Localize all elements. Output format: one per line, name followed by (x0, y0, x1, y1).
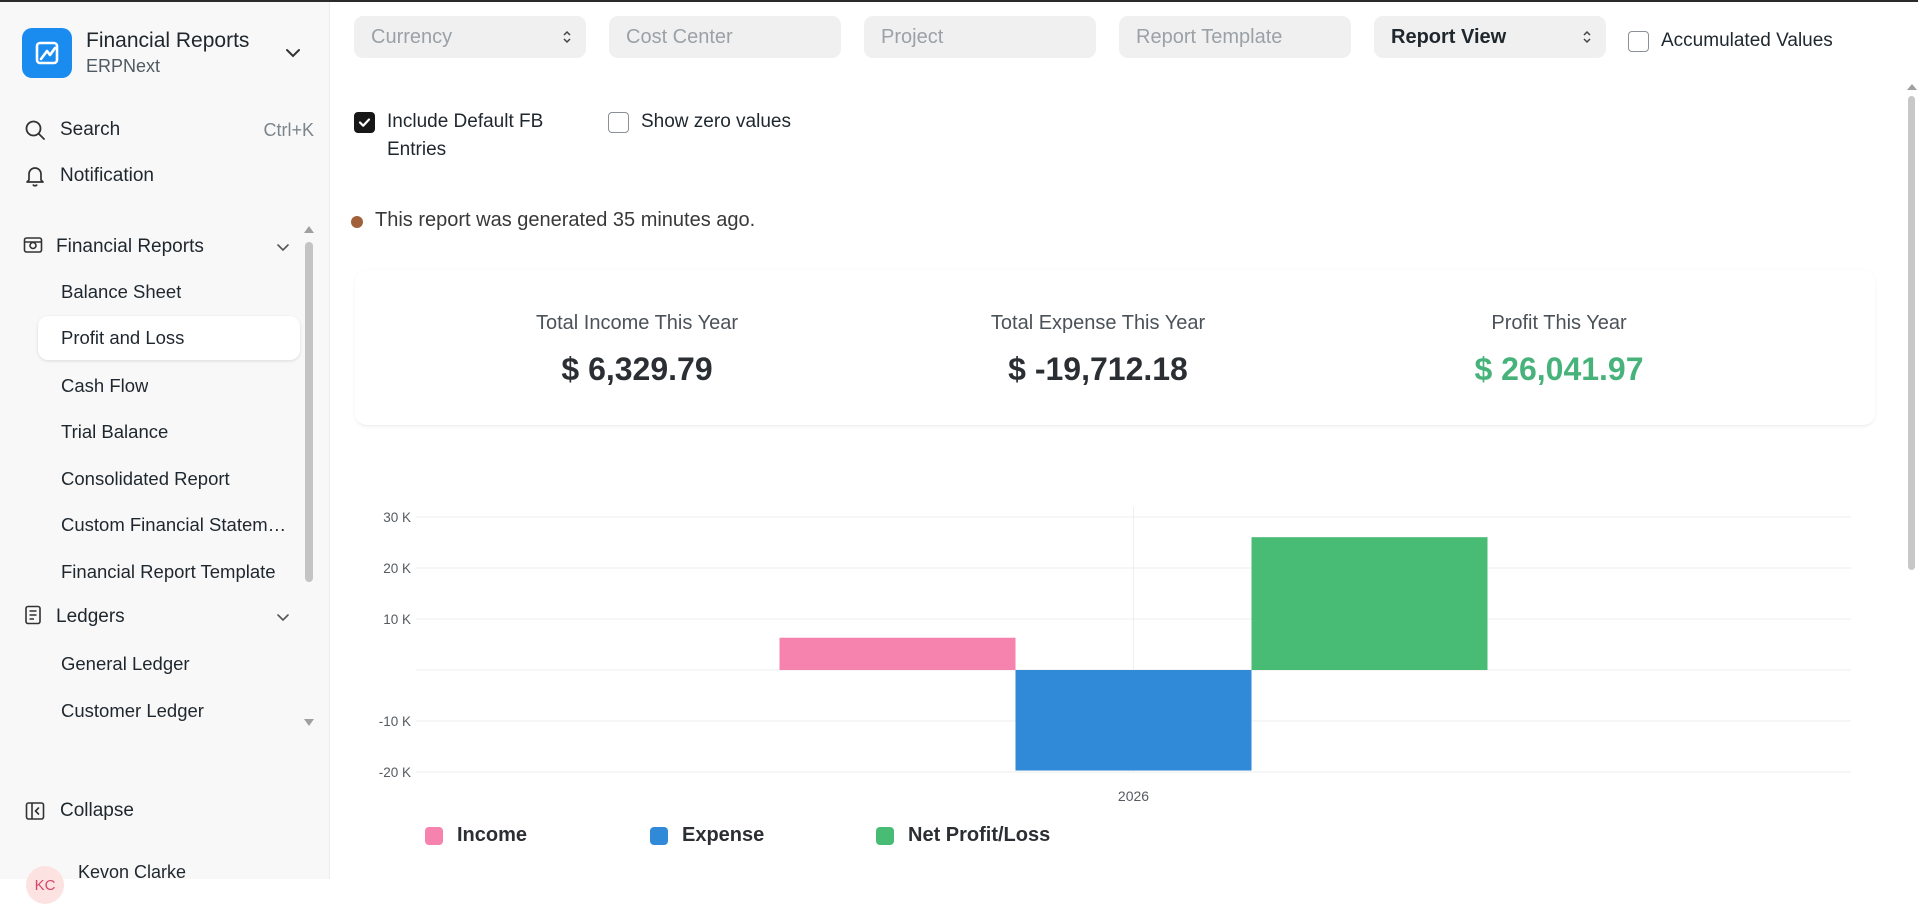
chevron-down-icon (277, 614, 289, 622)
legend-item-net-profit-loss[interactable]: Net Profit/Loss (876, 824, 1050, 847)
x-tick-label: 2026 (1118, 788, 1149, 804)
currency-select[interactable]: Currency (354, 16, 586, 58)
accumulated-values-checkbox[interactable]: Accumulated Values (1628, 30, 1833, 55)
report-template-field[interactable]: Report Template (1119, 16, 1351, 58)
summary-title: Total Expense This Year (990, 312, 1206, 334)
search-button[interactable]: Search Ctrl+K (22, 110, 316, 150)
notification-button[interactable]: Notification (22, 156, 316, 196)
report-group-icon (22, 234, 44, 261)
bar-income (779, 637, 1016, 670)
collapse-button[interactable]: Collapse (22, 791, 316, 831)
select-updown-icon (1583, 30, 1591, 44)
summary-value: $ 26,041.97 (1474, 351, 1644, 387)
app-title: Financial Reports (86, 29, 250, 52)
y-tick-label: -10 K (379, 714, 411, 729)
chevron-down-icon (286, 49, 300, 58)
sidebar-item-customer-ledger[interactable]: Customer Ledger (61, 700, 204, 721)
collapse-sidebar-icon (22, 798, 48, 824)
bell-icon (22, 163, 48, 189)
notification-label: Notification (60, 165, 154, 186)
checkbox-box[interactable] (608, 112, 629, 133)
sidebar-scroll-down-arrow[interactable] (304, 719, 314, 726)
summary-title: Profit This Year (1491, 312, 1627, 334)
sidebar-item-profit-and-loss[interactable]: Profit and Loss (38, 316, 300, 360)
summary-title: Total Income This Year (536, 312, 738, 334)
sidebar-item-consolidated-report[interactable]: Consolidated Report (61, 468, 230, 489)
sidebar-nav-list: Financial Reports Balance Sheet Profit a… (0, 224, 320, 729)
ledger-icon (22, 604, 44, 631)
avatar[interactable]: KC (26, 866, 64, 904)
chevron-down-icon (277, 244, 289, 252)
show-zero-values-checkbox[interactable]: Show zero values (608, 111, 791, 136)
sidebar-item-custom-financial-statement[interactable]: Custom Financial Statement (61, 514, 293, 535)
profit-loss-chart: 30 K 20 K 10 K -10 K -20 K 2026 (379, 507, 1851, 804)
sidebar-scroll-up-arrow[interactable] (304, 226, 314, 233)
y-tick-label: 10 K (383, 612, 411, 627)
sidebar-item-financial-report-template[interactable]: Financial Report Template (61, 561, 276, 582)
legend-swatch (650, 826, 668, 845)
collapse-label: Collapse (60, 800, 134, 821)
sidebar-item-balance-sheet[interactable]: Balance Sheet (61, 281, 182, 302)
summary-card: Total Income This Year $ 6,329.79 Total … (355, 270, 1875, 426)
select-updown-icon (563, 30, 571, 44)
checkbox-box[interactable] (1628, 31, 1649, 52)
checkbox-box[interactable] (354, 112, 375, 133)
y-tick-label: 30 K (383, 510, 411, 525)
summary-expense: Total Expense This Year $ -19,712.18 (908, 312, 1288, 388)
bar-expense (1015, 670, 1252, 771)
user-name[interactable]: Kevon Clarke (78, 862, 187, 882)
summary-value: $ -19,712.18 (1008, 351, 1188, 387)
sidebar-item-trial-balance[interactable]: Trial Balance (61, 421, 169, 442)
sidebar-group-label: Financial Reports (56, 236, 204, 257)
window-top-border (0, 0, 1918, 2)
search-icon (22, 117, 48, 143)
app-logo-icon (22, 28, 72, 78)
search-label: Search (60, 119, 121, 140)
sidebar: Financial Reports ERPNext Search Ctrl+K … (0, 2, 330, 904)
legend-swatch (876, 826, 894, 845)
status-indicator-dot (351, 216, 363, 228)
page-scrollbar[interactable] (1908, 96, 1915, 570)
search-shortcut: Ctrl+K (263, 119, 314, 140)
bar-net-profit-loss (1251, 537, 1488, 670)
summary-income: Total Income This Year $ 6,329.79 (447, 312, 827, 388)
checkmark-icon (358, 118, 371, 127)
app-switcher[interactable]: Financial Reports ERPNext (22, 24, 312, 82)
legend-item-income[interactable]: Income (425, 824, 527, 847)
summary-value: $ 6,329.79 (561, 351, 713, 387)
sidebar-item-cash-flow[interactable]: Cash Flow (61, 375, 149, 396)
y-tick-label: 20 K (383, 561, 411, 576)
y-tick-label: -20 K (379, 765, 411, 780)
app-subtitle: ERPNext (86, 56, 161, 76)
sidebar-item-general-ledger[interactable]: General Ledger (61, 653, 190, 674)
legend-item-expense[interactable]: Expense (650, 824, 764, 847)
sidebar-group-label: Ledgers (56, 606, 125, 627)
sidebar-group-ledgers[interactable]: Ledgers (22, 596, 292, 638)
summary-profit: Profit This Year $ 26,041.97 (1369, 312, 1749, 388)
report-status-text: This report was generated 35 minutes ago… (375, 209, 756, 231)
page-scroll-up-arrow[interactable] (1907, 84, 1917, 90)
project-field[interactable]: Project (864, 16, 1096, 58)
include-default-fb-checkbox[interactable]: Include Default FB Entries (354, 111, 574, 164)
main-content: Currency Cost Center Project Report Temp… (331, 2, 1905, 879)
sidebar-group-financial-reports[interactable]: Financial Reports (22, 226, 292, 268)
cost-center-field[interactable]: Cost Center (609, 16, 841, 58)
legend-swatch (425, 826, 443, 845)
sidebar-scrollbar[interactable] (305, 242, 313, 582)
report-view-select[interactable]: Report View (1374, 16, 1606, 58)
